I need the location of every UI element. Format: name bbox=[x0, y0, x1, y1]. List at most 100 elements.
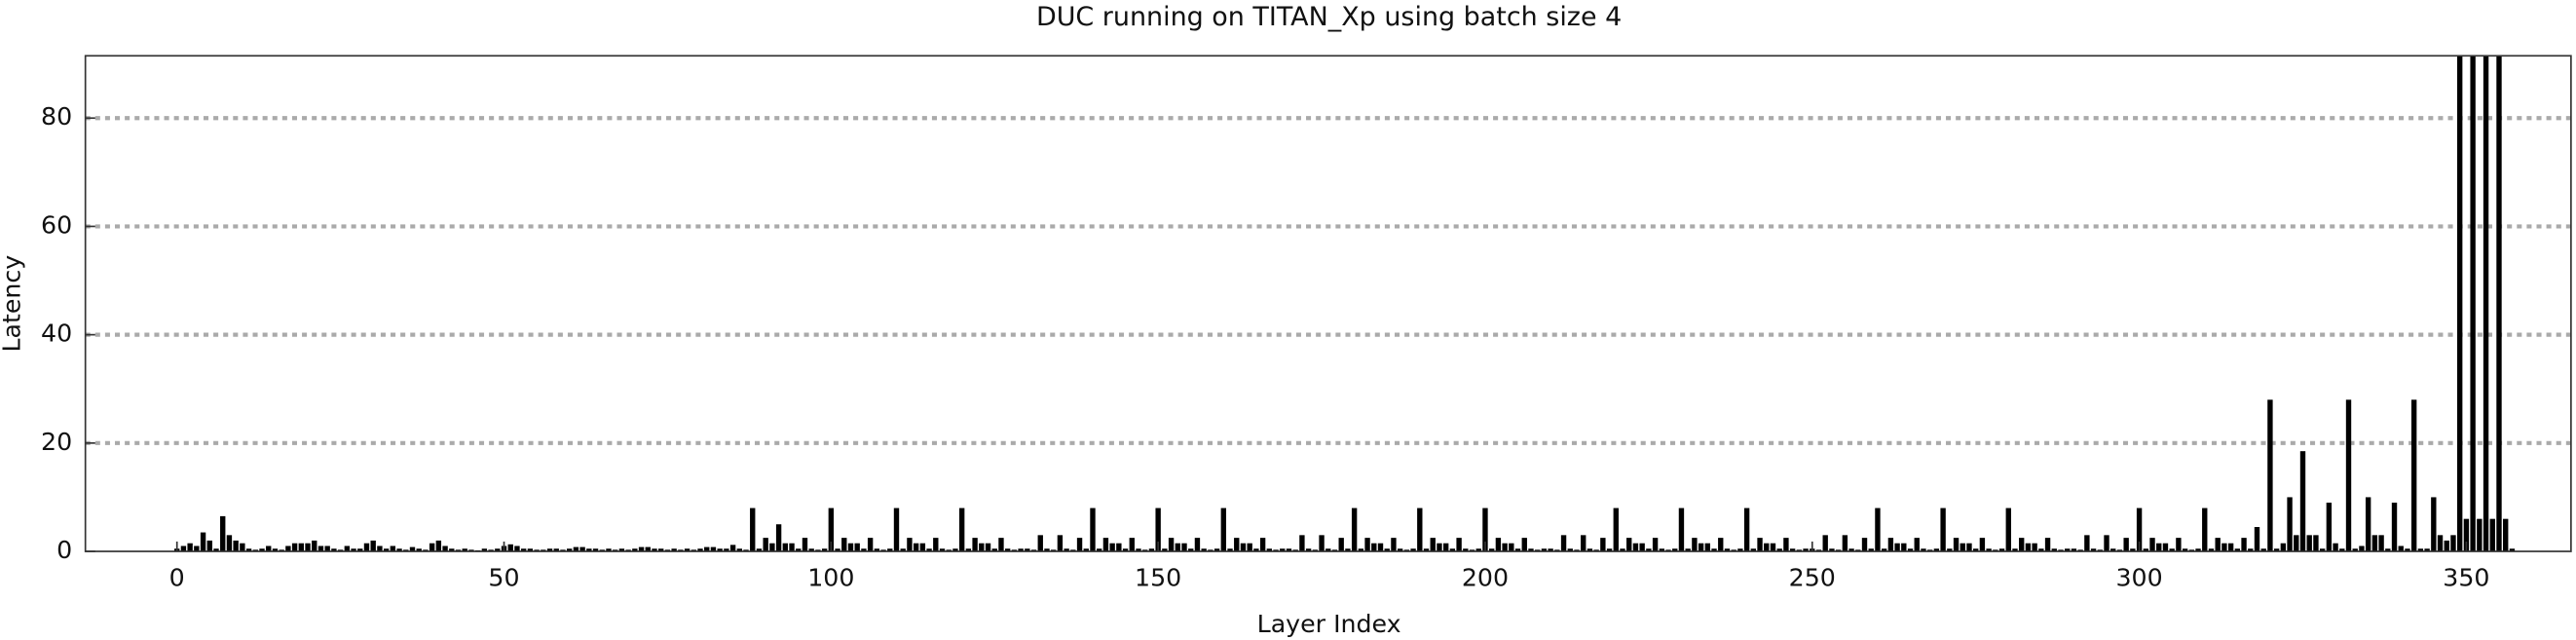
bar bbox=[2005, 508, 2011, 552]
bar bbox=[1305, 548, 1312, 552]
bar bbox=[396, 548, 402, 552]
bar bbox=[546, 548, 553, 552]
bar bbox=[671, 548, 677, 552]
bar bbox=[1240, 543, 1247, 552]
bar bbox=[2299, 451, 2306, 552]
bar bbox=[1194, 538, 1201, 552]
bar bbox=[658, 548, 664, 552]
bar bbox=[1495, 538, 1502, 552]
x-tick-label: 100 bbox=[807, 564, 854, 592]
bar bbox=[1639, 543, 1645, 552]
bar bbox=[1947, 548, 1953, 552]
bar bbox=[985, 543, 991, 552]
bar bbox=[462, 548, 467, 552]
bar bbox=[1064, 548, 1069, 552]
bar bbox=[324, 546, 330, 552]
bar bbox=[1377, 543, 1384, 552]
bar bbox=[1397, 548, 1403, 552]
bar bbox=[1358, 548, 1364, 552]
y-tick-label: 0 bbox=[56, 536, 72, 564]
bar bbox=[1901, 543, 1907, 552]
bar bbox=[357, 548, 363, 552]
bar bbox=[2254, 527, 2260, 552]
bar bbox=[1417, 508, 1423, 552]
bar bbox=[1914, 538, 1920, 552]
bar bbox=[233, 540, 239, 552]
bar bbox=[409, 546, 416, 552]
bar bbox=[2345, 399, 2352, 552]
bar bbox=[370, 540, 376, 552]
bar bbox=[2431, 497, 2437, 552]
bar bbox=[2470, 56, 2476, 552]
bar bbox=[2227, 543, 2234, 552]
bar bbox=[1528, 548, 1534, 552]
bar bbox=[2038, 548, 2044, 552]
x-tick-label: 250 bbox=[1789, 564, 1836, 592]
bar bbox=[383, 548, 390, 552]
bar bbox=[1626, 538, 1632, 552]
bar bbox=[1776, 548, 1782, 552]
bar bbox=[1162, 548, 1168, 552]
bar bbox=[429, 543, 435, 552]
bar bbox=[1875, 508, 1881, 552]
bar bbox=[854, 543, 860, 552]
bar bbox=[958, 508, 965, 552]
bar bbox=[2012, 548, 2018, 552]
bar bbox=[2385, 548, 2391, 552]
bar bbox=[907, 538, 913, 552]
bar bbox=[2090, 548, 2097, 552]
bar bbox=[194, 546, 200, 552]
bar bbox=[1783, 538, 1789, 552]
bar bbox=[652, 548, 657, 552]
bar bbox=[2280, 543, 2287, 552]
x-axis-label: Layer Index bbox=[1257, 610, 1401, 638]
grid bbox=[85, 116, 2571, 445]
bar bbox=[1509, 543, 1514, 552]
bar bbox=[1698, 543, 1704, 552]
bar bbox=[2195, 548, 2201, 552]
bar bbox=[2417, 548, 2424, 552]
bar bbox=[710, 546, 717, 552]
bar bbox=[1692, 538, 1698, 552]
bar bbox=[245, 548, 252, 552]
bar bbox=[2025, 543, 2032, 552]
bar bbox=[1351, 508, 1358, 552]
plot-frame bbox=[84, 55, 2572, 552]
bar bbox=[1253, 548, 1259, 552]
bar bbox=[298, 543, 305, 552]
bar bbox=[344, 546, 351, 552]
bar bbox=[187, 543, 193, 552]
bar bbox=[2359, 546, 2365, 552]
bar bbox=[867, 538, 874, 552]
bar bbox=[1764, 543, 1770, 552]
bar bbox=[933, 538, 939, 552]
bar bbox=[2143, 548, 2148, 552]
bar bbox=[939, 548, 946, 552]
bar bbox=[2483, 56, 2489, 552]
bar bbox=[684, 548, 691, 552]
bar bbox=[2477, 518, 2483, 552]
bar bbox=[913, 543, 919, 552]
bar bbox=[828, 508, 835, 552]
bar bbox=[1881, 548, 1887, 552]
bar bbox=[2444, 540, 2449, 552]
y-tick-label: 80 bbox=[41, 102, 72, 131]
bar bbox=[1076, 538, 1083, 552]
bar bbox=[520, 548, 527, 552]
bar bbox=[259, 548, 265, 552]
bar bbox=[435, 540, 442, 552]
bar bbox=[305, 543, 311, 552]
bar bbox=[979, 543, 985, 552]
bar bbox=[952, 548, 958, 552]
bar bbox=[2202, 508, 2208, 552]
bar bbox=[291, 543, 298, 552]
bar bbox=[592, 548, 599, 552]
bar bbox=[847, 543, 854, 552]
bar bbox=[1136, 548, 1141, 552]
bar bbox=[1685, 548, 1691, 552]
bar bbox=[1861, 538, 1868, 552]
bar bbox=[272, 548, 279, 552]
bar bbox=[756, 548, 763, 552]
